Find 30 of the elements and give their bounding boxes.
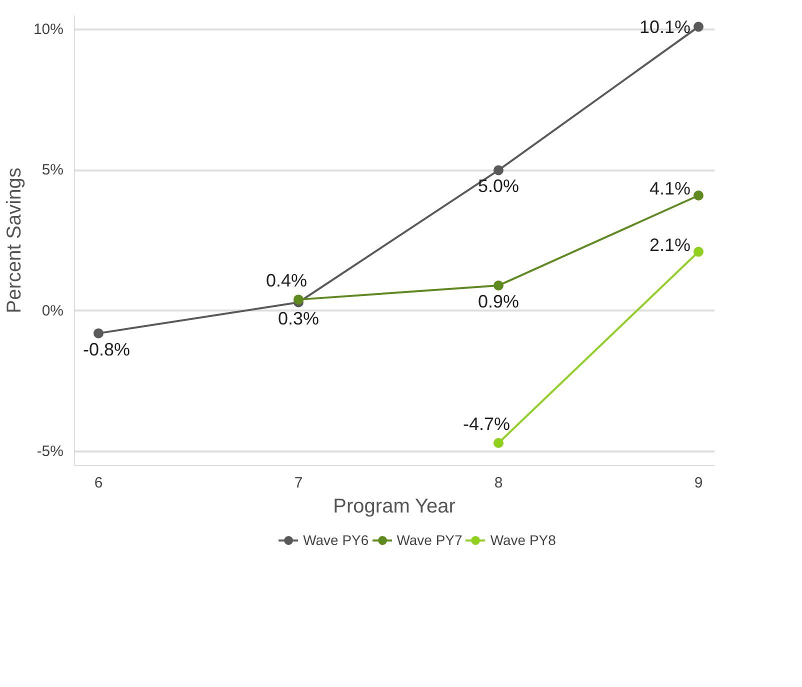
x-axis-title: Program Year bbox=[333, 496, 456, 518]
x-tick-label: 9 bbox=[694, 474, 703, 492]
data-label: 0.3% bbox=[278, 308, 320, 328]
point bbox=[494, 438, 504, 448]
x-tick-label: 6 bbox=[94, 474, 103, 492]
y-tick-label: 0% bbox=[42, 302, 64, 320]
y-tick-label: -5% bbox=[36, 442, 64, 460]
y-axis-title: Percent Savings bbox=[3, 168, 26, 314]
data-label: -0.8% bbox=[82, 339, 130, 360]
y-tick-label: 5% bbox=[42, 162, 64, 179]
point bbox=[94, 328, 104, 338]
data-label: -4.7% bbox=[462, 414, 510, 434]
point bbox=[694, 246, 704, 257]
data-label: 10.1% bbox=[639, 16, 691, 37]
y-tick-label: 10% bbox=[33, 21, 64, 38]
legend-label: Wave PY7 bbox=[396, 532, 462, 548]
data-label: 4.1% bbox=[649, 178, 691, 198]
point bbox=[294, 294, 304, 305]
data-label: 0.4% bbox=[266, 270, 308, 291]
point bbox=[494, 280, 504, 290]
data-label: 5.0% bbox=[478, 176, 520, 196]
point bbox=[494, 165, 504, 176]
x-tick-label: 8 bbox=[494, 474, 503, 492]
data-label: 0.9% bbox=[478, 292, 520, 312]
point bbox=[694, 22, 704, 32]
legend-label: Wave PY6 bbox=[303, 532, 369, 548]
data-label: 2.1% bbox=[649, 234, 691, 255]
x-tick-label: 7 bbox=[294, 474, 303, 492]
legend-label: Wave PY8 bbox=[490, 532, 556, 548]
point bbox=[694, 190, 704, 200]
